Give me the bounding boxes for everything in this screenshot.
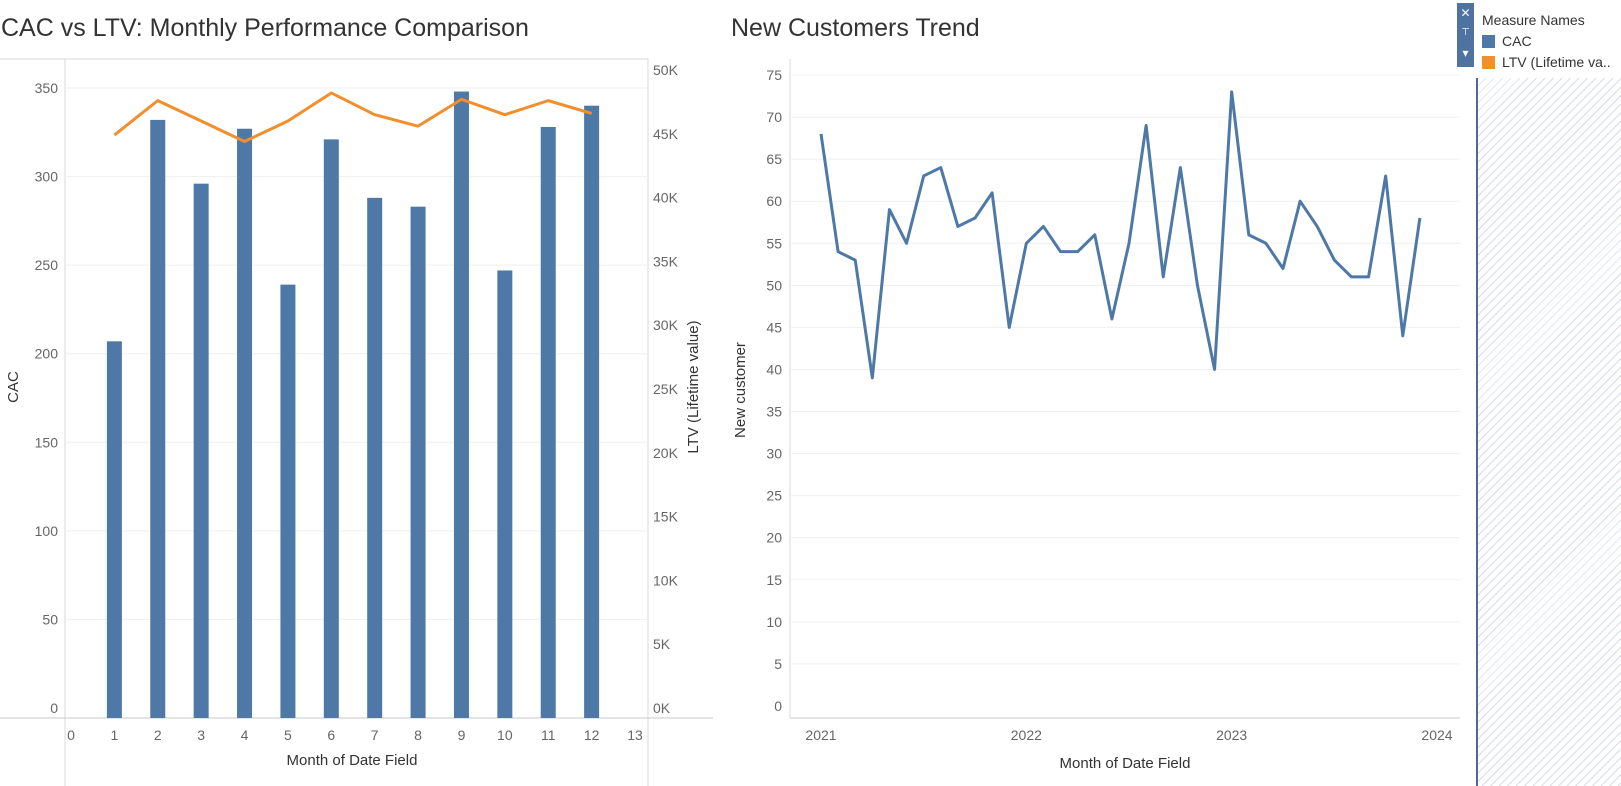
bar-cac [237, 128, 253, 718]
x-tick-label-2: 2024 [1421, 727, 1452, 743]
y2-tick-label: 10K [653, 572, 679, 588]
y-tick-label: 200 [35, 346, 59, 362]
legend-label-ltv: LTV (Lifetime va.. [1502, 54, 1611, 70]
y-tick-label: 0 [50, 700, 58, 716]
y-tick-label-2: 55 [766, 235, 782, 251]
x-tick-label: 13 [627, 727, 643, 743]
bar-cac [584, 105, 600, 718]
x-tick-label: 4 [241, 727, 249, 743]
y2-tick-label: 15K [653, 509, 679, 525]
bar-cac [106, 341, 122, 718]
y-tick-label: 350 [35, 80, 59, 96]
y-tick-label: 100 [35, 523, 59, 539]
bar-cac [497, 270, 513, 718]
y2-tick-label: 45K [653, 126, 679, 142]
y-tick-label: 250 [35, 257, 59, 273]
y2-tick-label: 40K [653, 190, 679, 206]
y2-axis-title: LTV (Lifetime value) [685, 320, 702, 453]
bar-cac [280, 284, 296, 718]
x-axis-title-2: Month of Date Field [1060, 755, 1191, 772]
y2-tick-label: 35K [653, 253, 679, 269]
y-axis-title-2: New customer [732, 342, 749, 438]
y2-tick-label: 25K [653, 381, 679, 397]
y-tick-label-2: 60 [766, 193, 782, 209]
x-tick-label: 1 [110, 727, 118, 743]
y2-tick-label: 50K [653, 62, 679, 78]
x-tick-label: 7 [371, 727, 379, 743]
bar-cac [367, 197, 383, 719]
legend-controls: ✕ ⊤ ▾ [1457, 3, 1474, 67]
bar-cac [193, 183, 209, 718]
x-tick-label: 0 [67, 727, 75, 743]
bar-cac [540, 126, 556, 718]
x-tick-label: 9 [458, 727, 466, 743]
close-icon[interactable]: ✕ [1460, 6, 1471, 20]
bar-cac [323, 139, 339, 718]
legend-item-ltv[interactable]: LTV (Lifetime va.. [1482, 54, 1611, 70]
line-ltv [113, 91, 593, 143]
x-tick-label: 8 [414, 727, 422, 743]
y-tick-label-2: 40 [766, 361, 782, 377]
y-tick-label-2: 10 [766, 614, 782, 630]
y2-tick-label: 30K [653, 317, 679, 333]
y-axis-title: CAC [5, 371, 22, 403]
y-tick-label-2: 25 [766, 488, 782, 504]
y-tick-label-2: 30 [766, 446, 782, 462]
x-tick-label: 10 [497, 727, 513, 743]
legend-item-cac[interactable]: CAC [1482, 33, 1532, 49]
x-tick-label-2: 2022 [1011, 727, 1042, 743]
legend-swatch-ltv [1482, 55, 1495, 69]
chart-title-new-customers: New Customers Trend [731, 14, 980, 42]
y-tick-label-2: 15 [766, 572, 782, 588]
y2-tick-label: 20K [653, 445, 679, 461]
x-tick-label: 5 [284, 727, 292, 743]
y2-tick-label: 5K [653, 636, 671, 652]
legend-label-cac: CAC [1502, 33, 1532, 49]
y-tick-label: 300 [35, 169, 59, 185]
chevron-down-icon[interactable]: ▾ [1462, 46, 1469, 60]
x-tick-label: 3 [197, 727, 205, 743]
y-tick-label: 150 [35, 434, 59, 450]
x-tick-label: 12 [584, 727, 600, 743]
y-tick-label: 50 [42, 611, 58, 627]
x-tick-label-2: 2021 [805, 727, 836, 743]
x-tick-label-2: 2023 [1216, 727, 1247, 743]
bar-cac [150, 119, 166, 718]
line-new-customers [819, 90, 1422, 380]
legend-swatch-cac [1482, 34, 1495, 48]
bar-cac [453, 91, 469, 719]
y-tick-label-2: 45 [766, 319, 782, 335]
legend: Measure Names CAC LTV (Lifetime va.. [1474, 0, 1621, 78]
legend-pane-background [1476, 78, 1621, 786]
x-axis-title: Month of Date Field [287, 752, 418, 769]
x-tick-label: 6 [327, 727, 335, 743]
x-tick-label: 2 [154, 727, 162, 743]
y-tick-label-2: 65 [766, 151, 782, 167]
pin-icon[interactable]: ⊤ [1461, 27, 1470, 38]
y-tick-label-2: 5 [774, 656, 782, 672]
y-tick-label-2: 20 [766, 530, 782, 546]
y-tick-label-2: 50 [766, 277, 782, 293]
chart-title-cac-ltv: CAC vs LTV: Monthly Performance Comparis… [1, 14, 529, 42]
y-tick-label-2: 70 [766, 109, 782, 125]
y-tick-label-2: 75 [766, 67, 782, 83]
y-tick-label-2: 0 [774, 698, 782, 714]
x-tick-label: 11 [541, 727, 556, 743]
legend-title: Measure Names [1482, 12, 1585, 28]
y2-tick-label: 0K [653, 700, 671, 716]
bar-cac [410, 206, 426, 718]
y-tick-label-2: 35 [766, 404, 782, 420]
